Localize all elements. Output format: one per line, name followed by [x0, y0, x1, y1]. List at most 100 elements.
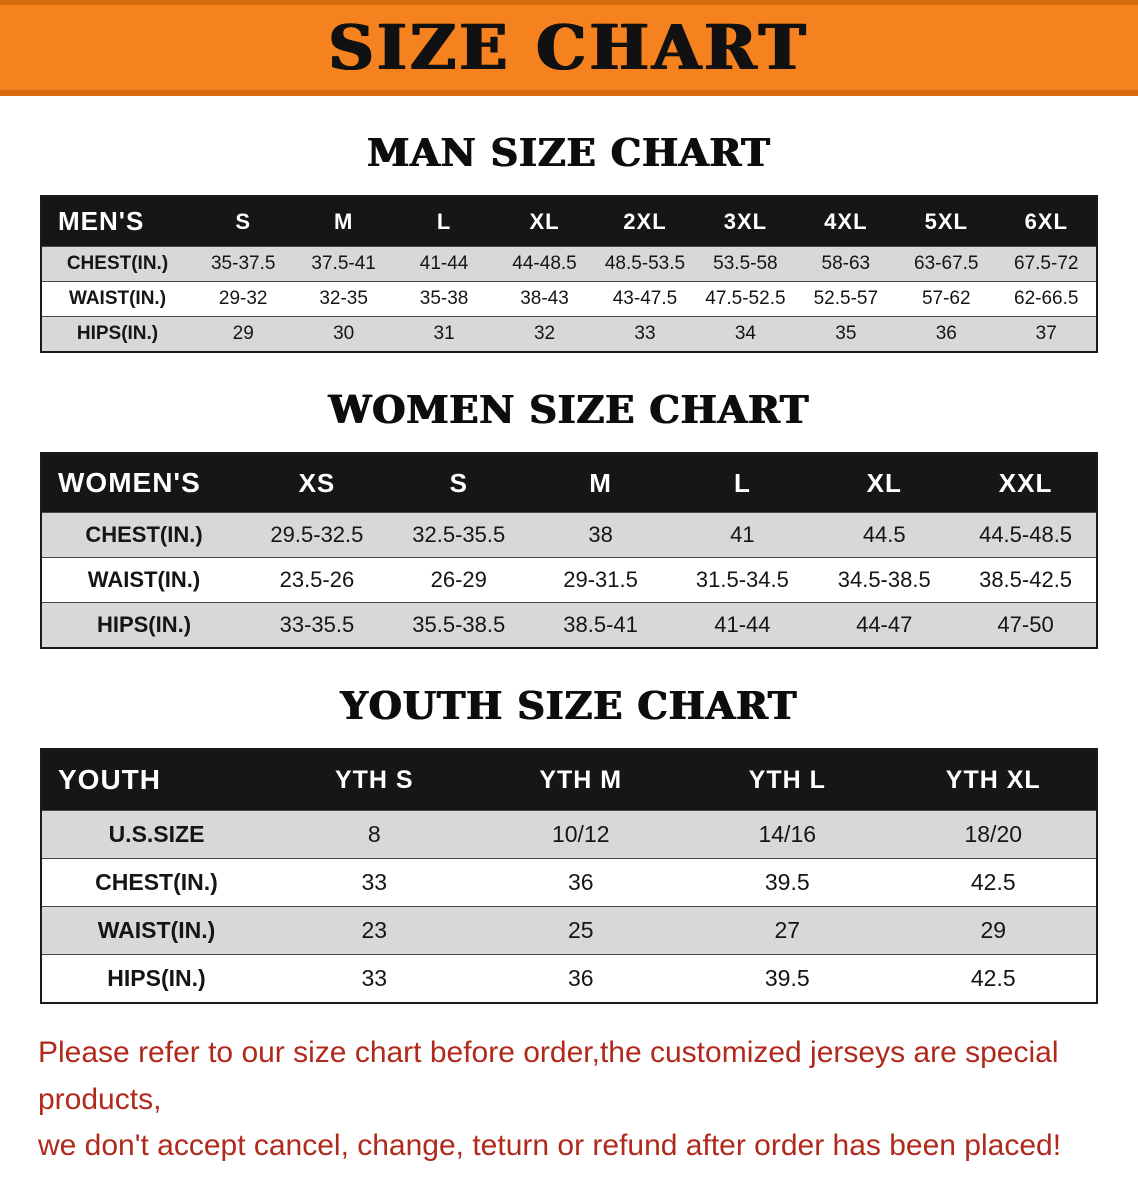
- size-value: 57-62: [921, 288, 971, 309]
- table-row: CHEST(IN.) 35-37.5 37.5-41 41-44 44-48.5 48.5…: [41, 246, 1097, 282]
- women-size-table: WOMEN'S XS S M L XL XXL CHEST(IN.) 29.5-32.5 32.5…: [40, 452, 1098, 649]
- size-value: 63-67.5: [914, 253, 979, 274]
- row-label: CHEST(IN.): [95, 869, 218, 895]
- youth-size-section: YOUTH SIZE CHART YOUTH YTH S YTH M YTH L YTH…: [0, 683, 1138, 1004]
- size-column-header: L: [733, 467, 751, 498]
- table-row: WAIST(IN.) 23.5-26 26-29 29-31.5 31.5-34.5 34…: [41, 557, 1097, 603]
- table-row: HIPS(IN.) 33-35.5 35.5-38.5 38.5-41 41-44 44-…: [41, 602, 1097, 648]
- size-column-header: XL: [529, 208, 560, 234]
- size-column-header: S: [449, 467, 468, 498]
- row-label: CHEST(IN.): [66, 253, 169, 274]
- size-value: 44-47: [856, 612, 913, 637]
- table-title-cell: MEN'S: [58, 206, 145, 236]
- size-value: 58-63: [821, 253, 871, 274]
- size-value: 35-38: [419, 288, 469, 309]
- row-label: WAIST(IN.): [87, 567, 201, 592]
- size-value: 31: [433, 323, 455, 344]
- size-value: 38.5-42.5: [979, 567, 1073, 592]
- size-value: 34: [734, 323, 756, 344]
- table-row: HIPS(IN.) 29 30 31 32 33 34 35 36 37: [41, 316, 1097, 352]
- men-section-heading: MAN SIZE CHART: [367, 130, 771, 175]
- size-value: 32.5-35.5: [412, 522, 506, 547]
- youth-section-heading: YOUTH SIZE CHART: [340, 683, 798, 728]
- notice-line-2: we don't accept cancel, change, teturn o…: [38, 1129, 1062, 1162]
- size-value: 29-32: [218, 288, 268, 309]
- size-value: 34.5-38.5: [837, 567, 931, 592]
- size-value: 36: [567, 965, 594, 991]
- size-value: 47.5-52.5: [705, 288, 786, 309]
- size-value: 29: [232, 323, 254, 344]
- size-value: 10/12: [551, 821, 610, 847]
- size-value: 48.5-53.5: [604, 253, 686, 274]
- table-title-cell: WOMEN'S: [58, 467, 201, 498]
- row-label: WAIST(IN.): [97, 917, 216, 943]
- size-value: 8: [367, 821, 381, 847]
- size-value: 27: [774, 917, 801, 943]
- size-value: 25: [567, 917, 594, 943]
- size-value: 26-29: [430, 567, 487, 592]
- size-column-header: YTH S: [334, 765, 414, 794]
- size-value: 38.5-41: [563, 612, 638, 637]
- size-column-header: XL: [866, 467, 902, 498]
- size-column-header: YTH M: [539, 765, 623, 794]
- row-label: HIPS(IN.): [76, 323, 159, 344]
- table-row: WAIST(IN.) 29-32 32-35 35-38 38-43 43-47.5 47.…: [41, 281, 1097, 317]
- table-title-cell: YOUTH: [58, 764, 161, 795]
- page-title: SIZE CHART: [328, 11, 810, 84]
- size-value: 62-66.5: [1014, 288, 1079, 309]
- size-column-header: S: [235, 208, 252, 234]
- size-value: 36: [567, 869, 594, 895]
- table-header-row: YOUTH YTH S YTH M YTH L YTH XL: [41, 749, 1097, 811]
- women-section-heading: WOMEN SIZE CHART: [328, 387, 810, 432]
- row-label: WAIST(IN.): [68, 288, 167, 309]
- size-value: 67.5-72: [1014, 253, 1079, 274]
- size-value: 41-44: [419, 253, 469, 274]
- table-header-row: MEN'S S M L XL 2XL 3XL 4XL 5XL 6XL: [41, 196, 1097, 247]
- size-column-header: M: [589, 467, 612, 498]
- banner: SIZE CHART: [0, 0, 1138, 96]
- men-size-section: MAN SIZE CHART MEN'S S M L XL 2XL 3XL 4XL 5XL 6XL…: [0, 130, 1138, 353]
- size-column-header: XXL: [998, 467, 1053, 498]
- size-value: 43-47.5: [612, 288, 678, 309]
- size-column-header: 3XL: [723, 208, 768, 234]
- size-value: 35.5-38.5: [412, 612, 506, 637]
- size-value: 32: [533, 323, 556, 344]
- size-column-header: YTH XL: [945, 765, 1041, 794]
- size-value: 23.5-26: [279, 567, 355, 592]
- size-column-header: 4XL: [824, 208, 868, 234]
- size-value: 37.5-41: [311, 253, 376, 274]
- size-value: 33: [634, 323, 656, 344]
- size-value: 14/16: [758, 821, 817, 847]
- size-value: 44-48.5: [512, 253, 577, 274]
- size-value: 41: [730, 522, 755, 547]
- size-column-header: L: [436, 208, 452, 234]
- row-label: HIPS(IN.): [107, 965, 206, 991]
- size-column-header: 6XL: [1024, 208, 1068, 234]
- size-value: 37: [1035, 323, 1057, 344]
- size-value: 29-31.5: [563, 567, 638, 592]
- size-value: 29.5-32.5: [270, 522, 364, 547]
- order-notice: Please refer to our size chart before or…: [0, 1030, 1138, 1170]
- table-row: WAIST(IN.) 23 25 27 29: [41, 906, 1097, 955]
- size-value: 29: [980, 917, 1007, 943]
- size-value: 32-35: [319, 288, 368, 309]
- row-label: U.S.SIZE: [108, 821, 205, 847]
- size-value: 23: [361, 917, 388, 943]
- size-value: 33-35.5: [279, 612, 355, 637]
- men-size-table: MEN'S S M L XL 2XL 3XL 4XL 5XL 6XL CHEST(IN.) 35-37…: [40, 195, 1098, 353]
- charts-area: MAN SIZE CHART MEN'S S M L XL 2XL 3XL 4XL 5XL 6XL…: [0, 130, 1138, 1004]
- size-value: 31.5-34.5: [695, 567, 789, 592]
- size-value: 42.5: [970, 965, 1016, 991]
- size-column-header: XS: [298, 467, 336, 498]
- notice-line-1: Please refer to our size chart before or…: [38, 1036, 1059, 1116]
- table-row: CHEST(IN.) 33 36 39.5 42.5: [41, 858, 1097, 907]
- women-size-section: WOMEN SIZE CHART WOMEN'S XS S M L XL XXL CHEST(…: [0, 387, 1138, 649]
- row-label: CHEST(IN.): [85, 522, 203, 547]
- size-value: 35: [835, 323, 857, 344]
- size-value: 30: [333, 323, 355, 344]
- size-value: 39.5: [764, 869, 810, 895]
- size-value: 36: [935, 323, 957, 344]
- size-value: 39.5: [764, 965, 810, 991]
- table-row: CHEST(IN.) 29.5-32.5 32.5-35.5 38 41 44.5 44.5…: [41, 512, 1097, 558]
